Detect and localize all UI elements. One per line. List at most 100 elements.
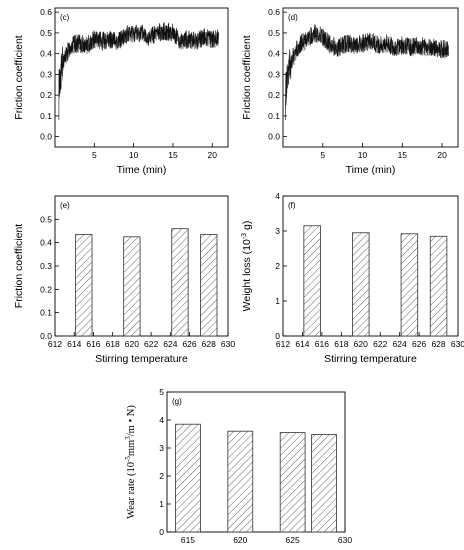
y-tick-label: 1: [275, 296, 280, 306]
x-tick-label: 10: [358, 150, 368, 160]
x-tick-label: 15: [168, 150, 178, 160]
x-tick-label: 630: [221, 339, 235, 349]
y-tick-label: 0.5: [40, 214, 52, 224]
chart-panel-f: 0 1 2 3 4 612 614 616 618 620 622 624 626 628 630 (f) St…: [241, 191, 464, 365]
y-tick-label: 0.6: [268, 7, 280, 17]
y-tick-label: 3: [275, 226, 280, 236]
x-tick-label: 616: [315, 339, 329, 349]
y-tick-label: 0: [275, 331, 280, 341]
x-axis-label: Stirring temperature: [95, 353, 188, 365]
x-tick-label: 616: [86, 339, 100, 349]
panel-label: (c): [60, 13, 70, 22]
bar-628: [429, 235, 448, 337]
x-tick-label: 630: [451, 339, 464, 349]
y-tick-label: 0.4: [40, 49, 52, 59]
y-tick-label: 0.5: [40, 28, 52, 38]
y-tick-label: 0.0: [40, 331, 52, 341]
y-tick-label: 2: [275, 261, 280, 271]
panel-label: (f): [288, 201, 296, 210]
bar-625: [171, 228, 189, 337]
y-tick-label: 0.3: [268, 69, 280, 79]
x-tick-label: 618: [106, 339, 120, 349]
x-tick-label: 625: [286, 535, 300, 545]
y-tick-label: 0.6: [40, 7, 52, 17]
y-tick-label: 0.1: [40, 308, 52, 318]
x-tick-label: 626: [182, 339, 196, 349]
bar-625: [279, 432, 306, 533]
y-tick-label: 4: [275, 191, 280, 201]
y-axis-label: Wear rate (10-5mm3/m • N): [124, 405, 137, 519]
x-tick-label: 624: [393, 339, 407, 349]
bar-615: [175, 423, 201, 533]
x-tick-label: 612: [48, 339, 62, 349]
x-tick-label: 615: [181, 535, 195, 545]
y-tick-label: 0.4: [40, 238, 52, 248]
bar-625: [400, 233, 419, 337]
y-tick-label: 0.2: [268, 90, 280, 100]
y-tick-label: 1: [159, 499, 164, 509]
x-tick-label: 614: [67, 339, 81, 349]
x-tick-label: 618: [334, 339, 348, 349]
y-tick-label: 0.0: [268, 132, 280, 142]
y-tick-label: 0.5: [268, 28, 280, 38]
x-tick-label: 624: [163, 339, 177, 349]
x-tick-label: 5: [320, 150, 325, 160]
x-tick-label: 620: [233, 535, 247, 545]
x-tick-label: 20: [208, 150, 218, 160]
y-axis-label: Weight loss (10-3 g): [241, 221, 253, 312]
x-tick-label: 612: [276, 339, 290, 349]
x-tick-label: 628: [431, 339, 445, 349]
y-tick-label: 0.2: [40, 90, 52, 100]
x-tick-label: 622: [144, 339, 158, 349]
panel-label: (g): [172, 397, 182, 406]
x-tick-label: 15: [398, 150, 408, 160]
y-tick-label: 0.3: [40, 69, 52, 79]
x-tick-label: 614: [295, 339, 309, 349]
y-tick-label: 0.3: [40, 261, 52, 271]
x-tick-label: 10: [129, 150, 139, 160]
y-tick-label: 0.0: [40, 132, 52, 142]
y-tick-label: 0.1: [268, 111, 280, 121]
y-tick-label: 3: [159, 443, 164, 453]
plot-frame: [282, 7, 459, 148]
bar-620: [352, 232, 370, 337]
x-axis-label: Stirring temperature: [324, 353, 417, 365]
x-tick-label: 620: [354, 339, 368, 349]
panel-label: (d): [288, 13, 298, 22]
y-axis-label: Friction coefficient: [13, 224, 25, 309]
y-tick-label: 0.4: [268, 49, 280, 59]
x-tick-label: 626: [412, 339, 426, 349]
y-axis-label: Friction coefficient: [13, 35, 25, 120]
x-tick-label: 20: [437, 150, 447, 160]
bar-628: [200, 234, 218, 337]
y-tick-label: 5: [159, 387, 164, 397]
y-tick-label: 2: [159, 471, 164, 481]
panel-label: (e): [60, 201, 70, 210]
y-tick-label: 4: [159, 415, 164, 425]
y-tick-label: 0.1: [40, 111, 52, 121]
bar-620: [227, 430, 254, 533]
bar-628: [311, 434, 337, 533]
chart-panel-c: 0.0 0.1 0.2 0.3 0.4 0.5 0.6 5 10 15 20 (c) Time (min…: [13, 7, 229, 176]
chart-panel-e: 0.0 0.1 0.2 0.3 0.4 0.5 612 614 616 618 620 622 624 6…: [13, 195, 235, 365]
x-tick-label: 622: [373, 339, 387, 349]
x-tick-label: 630: [338, 535, 352, 545]
x-tick-label: 5: [92, 150, 97, 160]
bar-615: [303, 225, 321, 337]
bar-620: [123, 236, 141, 337]
friction-trace: [285, 24, 449, 120]
bar-615: [75, 234, 93, 337]
y-tick-label: 0: [159, 527, 164, 537]
friction-trace: [58, 22, 219, 120]
x-axis-label: Time (min): [117, 164, 167, 176]
chart-panel-d: 0.0 0.1 0.2 0.3 0.4 0.5 0.6 5 10 15 20 (d) Time (min…: [241, 7, 459, 176]
plot-frame: [166, 391, 346, 533]
x-axis-label: Time (min): [346, 164, 396, 176]
y-tick-label: 0.2: [40, 284, 52, 294]
plot-frame: [54, 7, 229, 148]
y-axis-label: Friction coefficient: [241, 35, 253, 120]
x-tick-label: 628: [202, 339, 216, 349]
x-tick-label: 620: [125, 339, 139, 349]
